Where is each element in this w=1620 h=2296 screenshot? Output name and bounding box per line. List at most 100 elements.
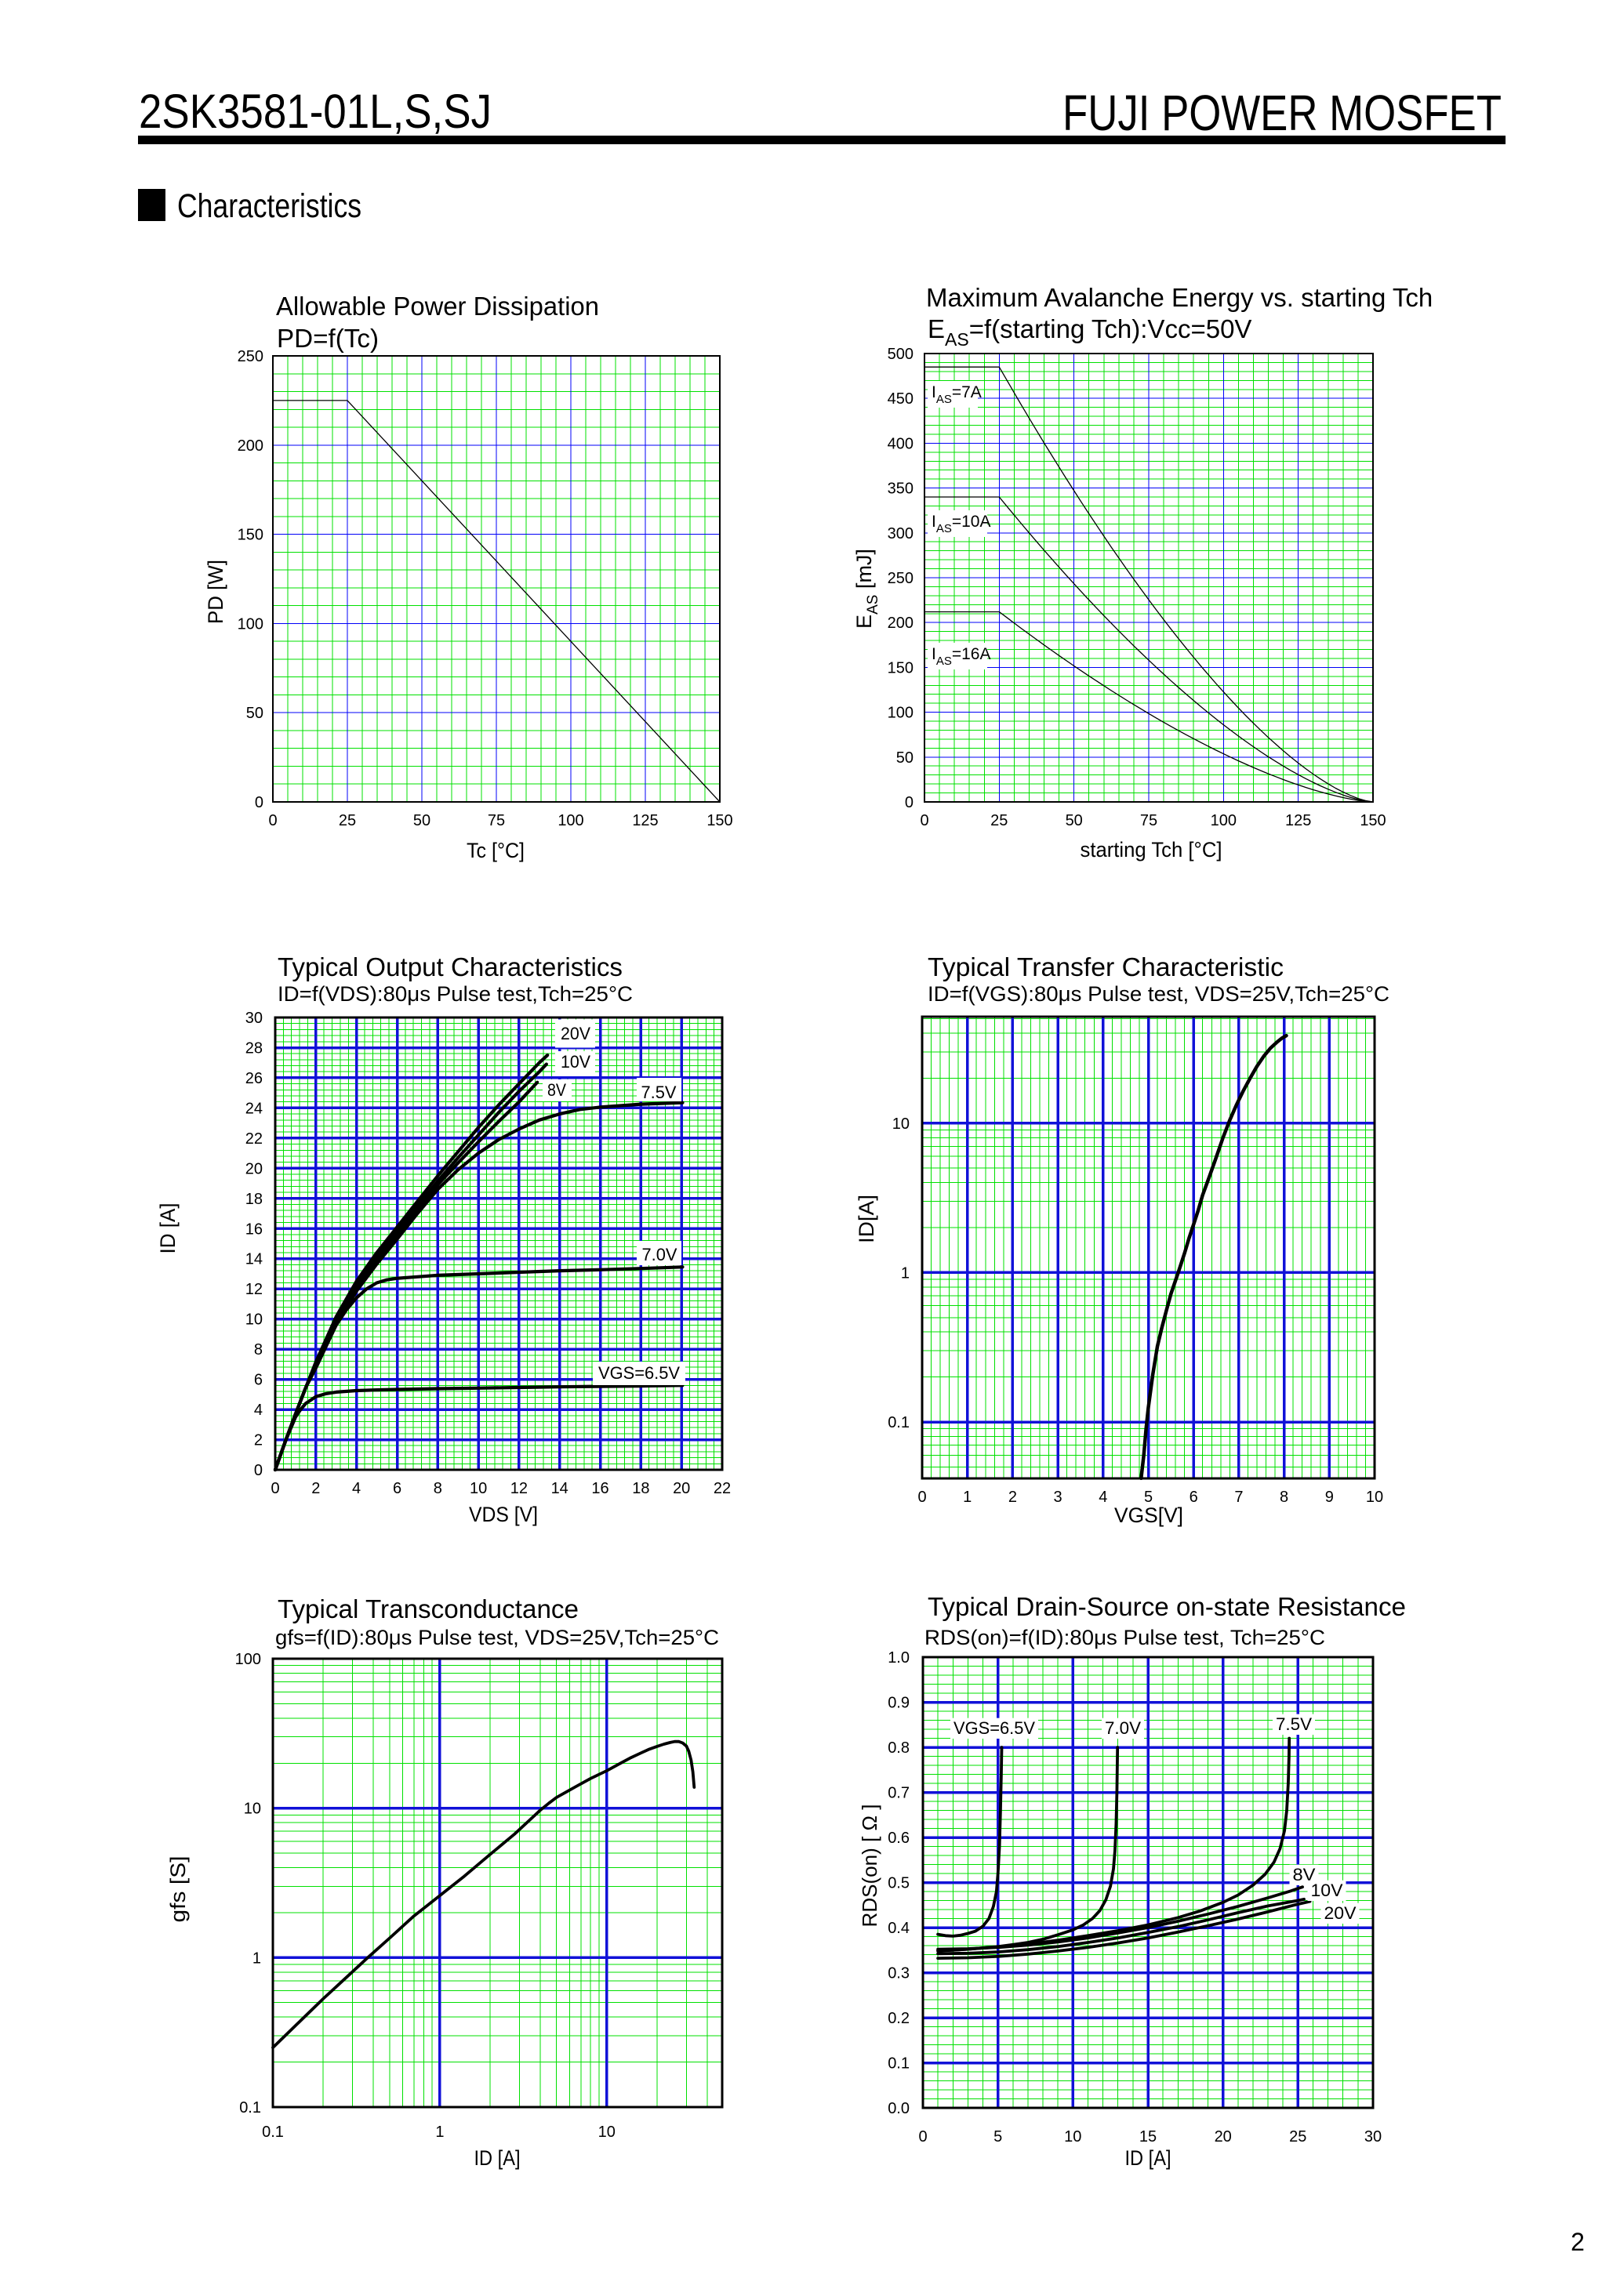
svg-text:VDS [V]: VDS [V] (469, 1503, 538, 1526)
svg-text:10: 10 (470, 1480, 487, 1497)
svg-text:14: 14 (551, 1480, 568, 1497)
svg-text:ID [A]: ID [A] (156, 1203, 180, 1254)
svg-text:150: 150 (1360, 812, 1386, 829)
svg-text:30: 30 (245, 1010, 263, 1027)
svg-text:0.9: 0.9 (888, 1695, 910, 1712)
svg-text:10: 10 (892, 1115, 910, 1133)
svg-text:250: 250 (888, 570, 914, 587)
svg-text:500: 500 (888, 346, 914, 363)
svg-text:100: 100 (1211, 812, 1237, 829)
svg-text:15: 15 (1139, 2128, 1157, 2145)
svg-text:100: 100 (235, 1651, 261, 1668)
svg-text:VGS[V]: VGS[V] (1114, 1503, 1183, 1527)
svg-text:2: 2 (1008, 1489, 1017, 1506)
svg-text:9: 9 (1325, 1489, 1334, 1506)
svg-text:0: 0 (905, 794, 914, 811)
svg-text:400: 400 (888, 435, 914, 452)
svg-text:150: 150 (888, 659, 914, 676)
svg-text:25: 25 (339, 812, 356, 829)
svg-text:50: 50 (896, 749, 914, 767)
svg-text:2: 2 (311, 1480, 320, 1497)
svg-text:100: 100 (888, 705, 914, 722)
svg-text:12: 12 (245, 1281, 263, 1298)
svg-text:RDS(on)=f(ID):80μs Pulse test,: RDS(on)=f(ID):80μs Pulse test, Tch=25°C (924, 1626, 1325, 1649)
svg-text:14: 14 (245, 1251, 263, 1268)
svg-text:200: 200 (888, 615, 914, 632)
svg-text:ID[A]: ID[A] (855, 1195, 878, 1243)
svg-text:0.8: 0.8 (888, 1739, 910, 1757)
svg-text:PD=f(Tc): PD=f(Tc) (277, 324, 379, 353)
svg-text:8V: 8V (547, 1080, 566, 1100)
svg-text:0: 0 (271, 1480, 279, 1497)
svg-text:ID [A]: ID [A] (474, 2146, 521, 2170)
svg-text:12: 12 (510, 1480, 528, 1497)
svg-text:7.5V: 7.5V (641, 1083, 677, 1102)
svg-text:300: 300 (888, 525, 914, 542)
svg-text:0.2: 0.2 (888, 2010, 910, 2027)
svg-text:6: 6 (1190, 1489, 1198, 1506)
svg-text:gfs [S]: gfs [S] (166, 1856, 190, 1923)
svg-text:100: 100 (238, 615, 263, 633)
svg-text:Typical Output Characteristics: Typical Output Characteristics (278, 952, 623, 981)
svg-text:150: 150 (238, 527, 263, 544)
svg-text:0.4: 0.4 (888, 1920, 910, 1937)
svg-text:4: 4 (352, 1480, 361, 1497)
svg-text:ID=f(VGS):80μs Pulse test, VDS: ID=f(VGS):80μs Pulse test, VDS=25V,Tch=2… (928, 982, 1389, 1006)
svg-text:0.0: 0.0 (888, 2100, 910, 2117)
svg-text:7: 7 (1234, 1489, 1243, 1506)
svg-text:7.0V: 7.0V (1105, 1718, 1141, 1738)
svg-text:PD [W]: PD [W] (204, 560, 227, 624)
svg-text:6: 6 (254, 1372, 263, 1389)
svg-text:0.5: 0.5 (888, 1875, 910, 1892)
svg-text:20: 20 (245, 1160, 263, 1177)
svg-text:350: 350 (888, 481, 914, 498)
svg-text:0.7: 0.7 (888, 1785, 910, 1802)
svg-text:18: 18 (245, 1191, 263, 1208)
svg-text:10: 10 (244, 1801, 261, 1818)
svg-text:gfs=f(ID):80μs Pulse test, VDS: gfs=f(ID):80μs Pulse test, VDS=25V,Tch=2… (275, 1626, 719, 1649)
svg-text:VGS=6.5V: VGS=6.5V (953, 1718, 1035, 1738)
svg-text:10: 10 (1366, 1489, 1383, 1506)
svg-text:2: 2 (254, 1432, 263, 1449)
svg-text:75: 75 (488, 812, 505, 829)
svg-text:10: 10 (598, 2124, 616, 2141)
svg-text:50: 50 (413, 812, 430, 829)
svg-text:5: 5 (1144, 1489, 1153, 1506)
svg-text:10: 10 (1064, 2128, 1081, 2145)
svg-text:1: 1 (963, 1489, 972, 1506)
svg-text:10: 10 (245, 1311, 263, 1329)
svg-text:0.1: 0.1 (888, 2055, 910, 2073)
svg-text:28: 28 (245, 1040, 263, 1057)
svg-text:ID=f(VDS):80μs Pulse test,Tch=: ID=f(VDS):80μs Pulse test,Tch=25°C (278, 982, 633, 1006)
svg-text:20V: 20V (561, 1024, 590, 1043)
svg-text:24: 24 (245, 1100, 263, 1117)
svg-text:0: 0 (255, 794, 263, 811)
svg-text:0.1: 0.1 (262, 2124, 284, 2141)
svg-text:1.0: 1.0 (888, 1649, 910, 1667)
svg-text:250: 250 (238, 348, 263, 365)
svg-text:0.1: 0.1 (888, 1414, 910, 1431)
svg-text:FUJI POWER MOSFET: FUJI POWER MOSFET (1062, 85, 1502, 141)
svg-text:450: 450 (888, 390, 914, 408)
svg-text:16: 16 (245, 1221, 263, 1238)
svg-text:0.1: 0.1 (239, 2099, 261, 2116)
svg-text:0: 0 (920, 812, 928, 829)
svg-text:0: 0 (918, 2128, 927, 2145)
svg-text:25: 25 (990, 812, 1008, 829)
svg-text:150: 150 (706, 812, 732, 829)
svg-text:3: 3 (1054, 1489, 1062, 1506)
svg-text:125: 125 (1285, 812, 1311, 829)
svg-text:1: 1 (252, 1950, 261, 1967)
svg-text:1: 1 (435, 2124, 444, 2141)
svg-text:0: 0 (268, 812, 277, 829)
svg-text:0: 0 (917, 1489, 926, 1506)
svg-text:2SK3581-01L,S,SJ: 2SK3581-01L,S,SJ (139, 85, 492, 138)
svg-text:0.6: 0.6 (888, 1830, 910, 1847)
svg-text:5: 5 (993, 2128, 1002, 2145)
svg-text:Allowable Power Dissipation: Allowable Power Dissipation (276, 292, 599, 321)
svg-text:Maximum Avalanche Energy vs. s: Maximum Avalanche Energy vs. starting Tc… (926, 283, 1433, 312)
svg-text:100: 100 (558, 812, 583, 829)
svg-text:RDS(on) [ Ω ]: RDS(on) [ Ω ] (858, 1805, 881, 1928)
svg-text:8: 8 (434, 1480, 442, 1497)
svg-text:20: 20 (1215, 2128, 1232, 2145)
